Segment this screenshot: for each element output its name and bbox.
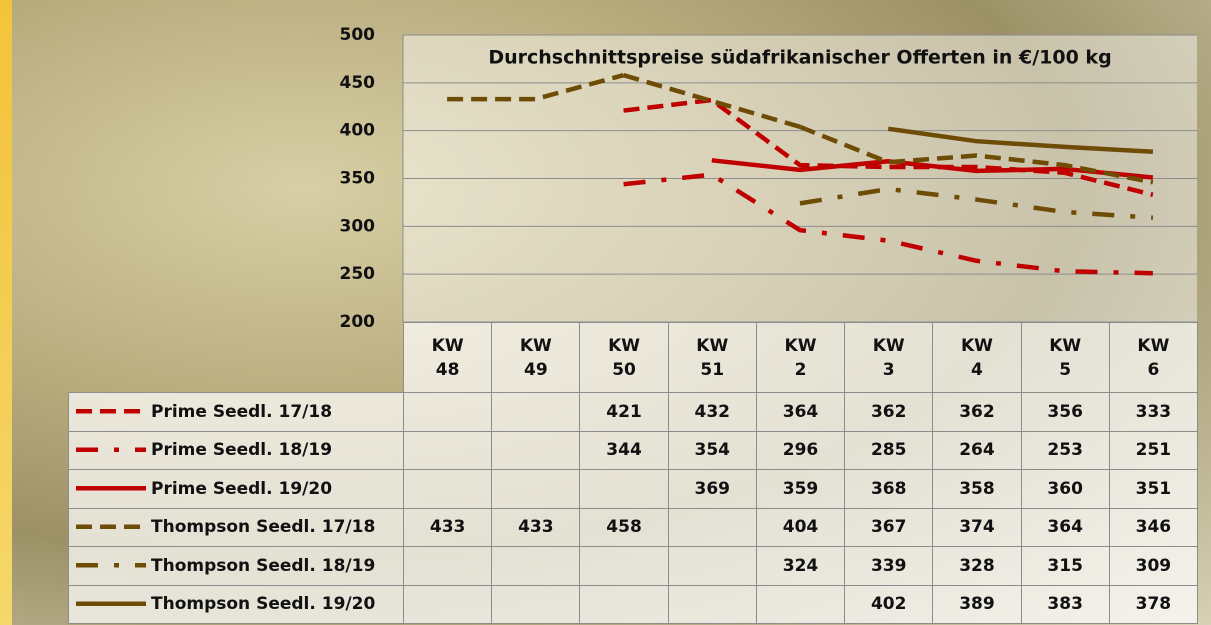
value-cell: 309: [1109, 546, 1198, 586]
empty-cell: [491, 392, 580, 432]
chart-title: Durchschnittspreise südafrikanischer Off…: [488, 47, 1111, 69]
x-tick-label: KW 2: [756, 322, 845, 393]
empty-cell: [403, 546, 492, 586]
empty-cell: [579, 469, 668, 509]
value-cell: 364: [1021, 508, 1110, 548]
value-cell: 354: [668, 431, 757, 471]
series-line: [447, 75, 623, 99]
value-cell: 364: [756, 392, 845, 432]
empty-cell: [491, 469, 580, 509]
value-cell: 458: [579, 508, 668, 548]
empty-cell: [491, 431, 580, 471]
value-cell: 324: [756, 546, 845, 586]
value-cell: 360: [1021, 469, 1110, 509]
y-tick-label: 300: [340, 216, 376, 236]
value-cell: 328: [932, 546, 1021, 586]
plot-area: [403, 35, 1197, 322]
value-cell: 421: [579, 392, 668, 432]
series-line: [800, 127, 1153, 182]
value-cell: 344: [579, 431, 668, 471]
gap-connector: [624, 75, 800, 127]
page: {"chart_data": {"type": "line", "title":…: [0, 0, 1211, 625]
legend-label: Prime Seedl. 19/20: [68, 469, 404, 509]
value-cell: 362: [932, 392, 1021, 432]
y-tick-label: 450: [340, 73, 376, 93]
x-tick-label: KW 5: [1021, 322, 1110, 393]
value-cell: 251: [1109, 431, 1198, 471]
series-line: [624, 175, 1153, 274]
value-cell: 367: [844, 508, 933, 548]
value-cell: 362: [844, 392, 933, 432]
value-cell: 359: [756, 469, 845, 509]
value-cell: 333: [1109, 392, 1198, 432]
value-cell: 253: [1021, 431, 1110, 471]
x-tick-label: KW 51: [668, 322, 757, 393]
legend-label: Prime Seedl. 17/18: [68, 392, 404, 432]
value-cell: 374: [932, 508, 1021, 548]
series-line: [800, 189, 1153, 218]
series-line: [712, 160, 1153, 177]
value-cell: 368: [844, 469, 933, 509]
x-tick-label: KW 49: [491, 322, 580, 393]
empty-cell: [491, 546, 580, 586]
empty-cell: [403, 392, 492, 432]
x-tick-label: KW 4: [932, 322, 1021, 393]
series-line: [624, 100, 1153, 195]
background-strip: [0, 0, 12, 625]
value-cell: 315: [1021, 546, 1110, 586]
empty-cell: [756, 585, 845, 625]
x-tick-label: KW 6: [1109, 322, 1198, 393]
value-cell: 285: [844, 431, 933, 471]
value-cell: 296: [756, 431, 845, 471]
value-cell: 346: [1109, 508, 1198, 548]
value-cell: 351: [1109, 469, 1198, 509]
value-cell: 383: [1021, 585, 1110, 625]
value-cell: 378: [1109, 585, 1198, 625]
y-tick-label: 250: [340, 264, 376, 284]
empty-cell: [491, 585, 580, 625]
y-tick-label: 500: [340, 25, 376, 45]
x-tick-label: KW 50: [579, 322, 668, 393]
value-cell: 358: [932, 469, 1021, 509]
value-cell: 339: [844, 546, 933, 586]
value-cell: 404: [756, 508, 845, 548]
value-cell: 402: [844, 585, 933, 625]
series-line: [888, 129, 1153, 152]
y-tick-label: 400: [340, 121, 376, 141]
value-cell: 389: [932, 585, 1021, 625]
value-cell: 264: [932, 431, 1021, 471]
legend-label: Thompson Seedl. 19/20: [68, 585, 404, 625]
value-cell: 433: [403, 508, 492, 548]
empty-cell: [668, 508, 757, 548]
value-cell: 369: [668, 469, 757, 509]
legend-label: Thompson Seedl. 18/19: [68, 546, 404, 586]
x-tick-label: KW 48: [403, 322, 492, 393]
legend-label: Prime Seedl. 18/19: [68, 431, 404, 471]
x-tick-label: KW 3: [844, 322, 933, 393]
empty-cell: [403, 469, 492, 509]
value-cell: 433: [491, 508, 580, 548]
empty-cell: [579, 585, 668, 625]
empty-cell: [579, 546, 668, 586]
empty-cell: [403, 585, 492, 625]
legend-label: Thompson Seedl. 17/18: [68, 508, 404, 548]
value-cell: 356: [1021, 392, 1110, 432]
value-cell: 432: [668, 392, 757, 432]
y-tick-label: 350: [340, 169, 376, 189]
empty-cell: [668, 546, 757, 586]
empty-cell: [668, 585, 757, 625]
empty-cell: [403, 431, 492, 471]
